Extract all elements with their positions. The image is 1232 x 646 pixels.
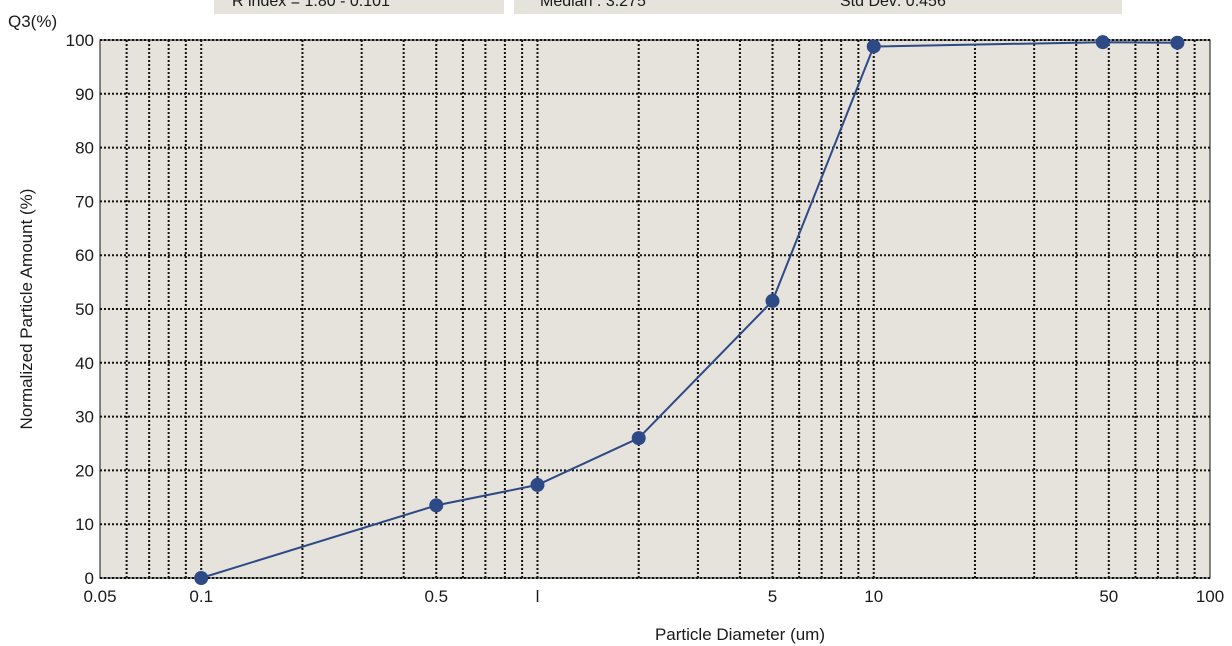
x-axis-title: Particle Diameter (um) bbox=[655, 625, 825, 644]
y-tick-label: 20 bbox=[75, 461, 94, 480]
y-axis-title: Normalized Particle Amount (%) bbox=[17, 189, 36, 430]
y-tick-label: 30 bbox=[75, 408, 94, 427]
r-index-box bbox=[214, 0, 504, 14]
plot-frame bbox=[99, 39, 1211, 579]
data-point bbox=[530, 477, 545, 492]
data-points bbox=[194, 35, 1185, 585]
y-tick-labels: 0 10 20 30 40 50 60 70 80 90 100 bbox=[66, 31, 94, 588]
data-point bbox=[765, 293, 780, 308]
x-tick-label: 50 bbox=[1099, 587, 1118, 606]
data-point bbox=[866, 39, 881, 54]
data-point bbox=[1095, 35, 1110, 50]
y-tick-label: 90 bbox=[75, 85, 94, 104]
x-tick-label: 0.5 bbox=[424, 587, 448, 606]
x-tick-label: 0.1 bbox=[189, 587, 213, 606]
r-index-text: R index = 1.80 - 0.101 bbox=[232, 0, 390, 10]
stats-box bbox=[514, 0, 1122, 14]
data-point bbox=[194, 571, 209, 585]
plot-area bbox=[100, 40, 1210, 578]
x-tick-label: 10 bbox=[864, 587, 883, 606]
y-tick-label: 0 bbox=[85, 569, 94, 588]
median-text: Median : 3.275 bbox=[540, 0, 646, 10]
y-unit-label: Q3(%) bbox=[8, 12, 57, 31]
y-tick-label: 70 bbox=[75, 192, 94, 211]
x-tick-label: 5 bbox=[768, 587, 777, 606]
data-point bbox=[429, 498, 444, 513]
x-tick-labels: 0.05 0.1 0.5 l 5 10 50 100 bbox=[83, 587, 1224, 606]
data-point bbox=[1170, 35, 1185, 50]
std-dev-text: Std Dev: 0.456 bbox=[840, 0, 946, 10]
x-tick-label: 0.05 bbox=[83, 587, 116, 606]
y-tick-label: 50 bbox=[75, 300, 94, 319]
data-point bbox=[631, 431, 646, 446]
x-tick-label: 100 bbox=[1196, 587, 1224, 606]
y-tick-label: 100 bbox=[66, 31, 94, 50]
y-tick-label: 10 bbox=[75, 515, 94, 534]
x-tick-label: l bbox=[536, 587, 540, 606]
y-tick-label: 40 bbox=[75, 354, 94, 373]
cumulative-distribution-line bbox=[200, 41, 1178, 579]
y-tick-label: 60 bbox=[75, 246, 94, 265]
y-tick-label: 80 bbox=[75, 139, 94, 158]
